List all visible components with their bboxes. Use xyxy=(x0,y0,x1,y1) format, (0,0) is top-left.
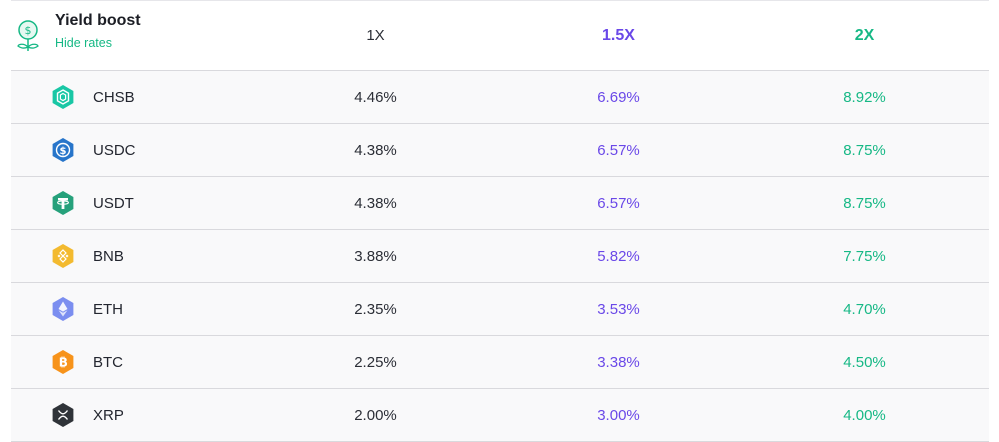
yield-boost-table: $ Yield boost Hide rates 1X 1.5X 2X CHSB xyxy=(11,0,989,442)
eth-coin-icon xyxy=(51,296,75,322)
rate-1-5x: 3.38% xyxy=(597,353,640,371)
rate-1-5x: 6.69% xyxy=(597,88,640,106)
rate-2x: 8.92% xyxy=(843,88,886,106)
rate-1-5x: 3.53% xyxy=(597,300,640,318)
bnb-coin-icon xyxy=(51,243,75,269)
table-row: CHSB 4.46% 6.69% 8.92% xyxy=(11,71,989,124)
rate-1x: 2.35% xyxy=(354,300,397,318)
column-header-2x: 2X xyxy=(854,26,875,44)
table-row: USDT 4.38% 6.57% 8.75% xyxy=(11,177,989,230)
rate-2x: 8.75% xyxy=(843,194,886,212)
xrp-coin-icon xyxy=(51,402,75,428)
svg-text:B: B xyxy=(59,356,68,370)
asset-name: BNB xyxy=(93,247,124,265)
rate-1-5x: 5.82% xyxy=(597,247,640,265)
rate-2x: 4.50% xyxy=(843,353,886,371)
page-title: Yield boost xyxy=(55,11,141,29)
yield-boost-heading: $ Yield boost Hide rates xyxy=(11,12,254,53)
asset-name: XRP xyxy=(93,406,124,424)
column-header-1-5x: 1.5X xyxy=(602,26,635,44)
rate-2x: 4.70% xyxy=(843,300,886,318)
rate-1x: 2.25% xyxy=(354,353,397,371)
plant-coin-icon: $ xyxy=(17,19,39,51)
hide-rates-link[interactable]: Hide rates xyxy=(55,35,112,50)
table-row: B BTC 2.25% 3.38% 4.50% xyxy=(11,336,989,389)
asset-name: USDT xyxy=(93,194,134,212)
asset-name: USDC xyxy=(93,141,136,159)
chsb-coin-icon xyxy=(51,84,75,110)
column-header-1x: 1X xyxy=(366,27,385,44)
rate-2x: 8.75% xyxy=(843,141,886,159)
rate-1x: 3.88% xyxy=(354,247,397,265)
rate-1-5x: 6.57% xyxy=(597,194,640,212)
rate-1x: 2.00% xyxy=(354,406,397,424)
asset-name: CHSB xyxy=(93,88,135,106)
rate-1x: 4.38% xyxy=(354,141,397,159)
table-header: $ Yield boost Hide rates 1X 1.5X 2X xyxy=(11,0,989,71)
rate-1-5x: 3.00% xyxy=(597,406,640,424)
usdc-coin-icon: $ xyxy=(51,137,75,163)
svg-text:$: $ xyxy=(25,24,32,37)
table-row: XRP 2.00% 3.00% 4.00% xyxy=(11,389,989,442)
asset-name: BTC xyxy=(93,353,123,371)
btc-coin-icon: B xyxy=(51,349,75,375)
svg-text:$: $ xyxy=(60,146,67,157)
rate-2x: 7.75% xyxy=(843,247,886,265)
rate-2x: 4.00% xyxy=(843,406,886,424)
asset-name: ETH xyxy=(93,300,123,318)
table-row: ETH 2.35% 3.53% 4.70% xyxy=(11,283,989,336)
table-row: BNB 3.88% 5.82% 7.75% xyxy=(11,230,989,283)
rate-1-5x: 6.57% xyxy=(597,141,640,159)
rate-1x: 4.38% xyxy=(354,194,397,212)
rate-1x: 4.46% xyxy=(354,88,397,106)
table-row: $ USDC 4.38% 6.57% 8.75% xyxy=(11,124,989,177)
usdt-coin-icon xyxy=(51,190,75,216)
